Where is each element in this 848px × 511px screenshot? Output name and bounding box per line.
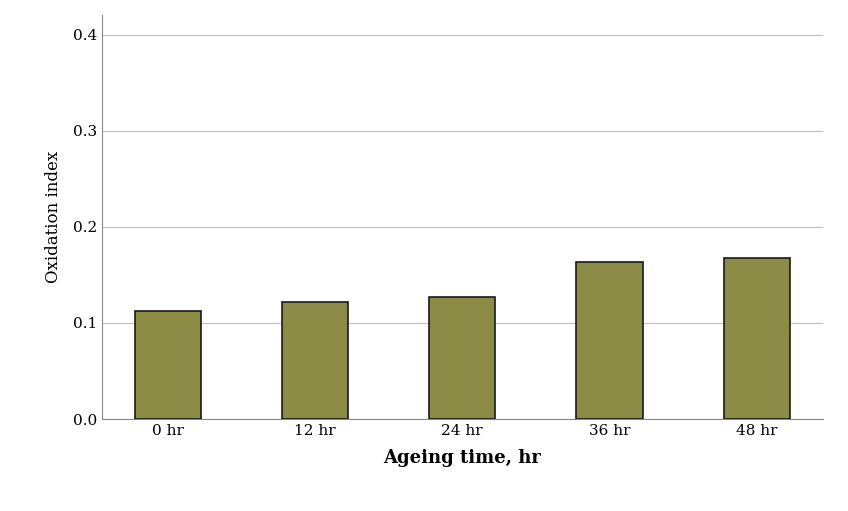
- Bar: [577, 262, 643, 419]
- X-axis label: Ageing time, hr: Ageing time, hr: [383, 449, 541, 467]
- Y-axis label: Oxidation index: Oxidation index: [45, 151, 62, 283]
- Bar: [282, 302, 348, 419]
- Bar: [429, 297, 495, 419]
- Bar: [135, 311, 201, 419]
- Bar: [723, 258, 789, 419]
